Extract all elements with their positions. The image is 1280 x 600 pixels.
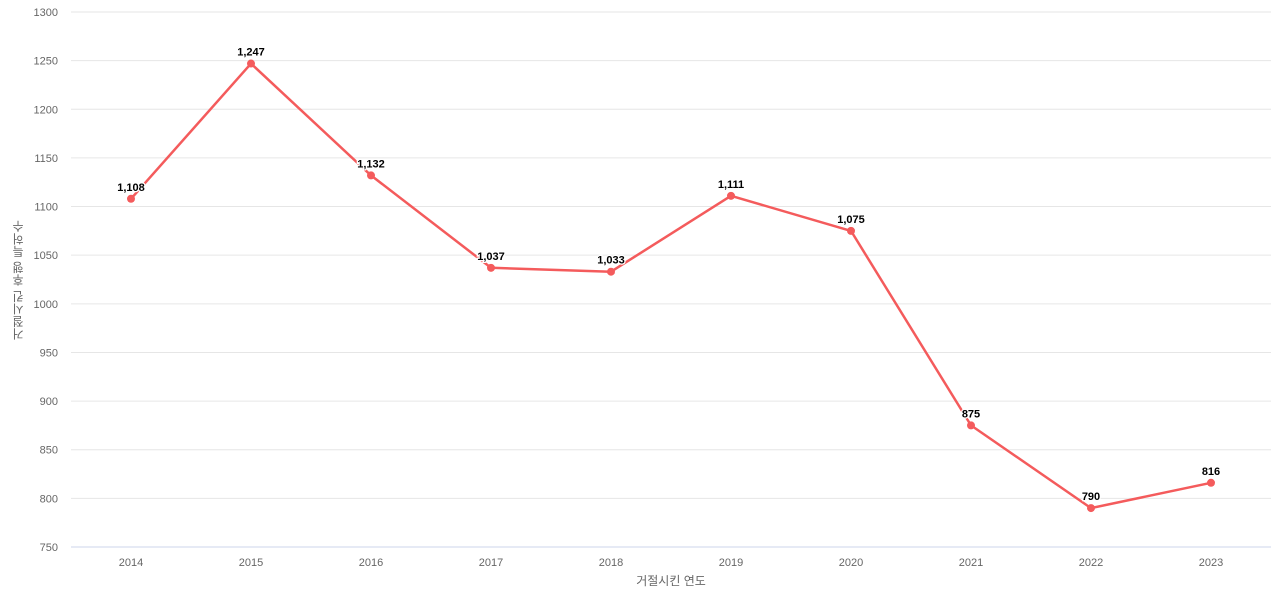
data-point[interactable] (487, 263, 495, 272)
y-tick-label: 1100 (34, 202, 58, 214)
x-tick-label: 2021 (959, 557, 983, 569)
data-label: 1,108 (117, 182, 145, 194)
y-tick-label: 850 (40, 445, 58, 457)
series-line (129, 62, 1213, 510)
x-tick-label: 2014 (119, 557, 143, 569)
y-tick-label: 900 (40, 396, 58, 408)
data-label: 1,033 (597, 255, 625, 267)
data-point[interactable] (247, 59, 255, 68)
data-point[interactable] (607, 267, 615, 276)
data-label: 1,075 (837, 214, 865, 226)
y-tick-label: 1250 (34, 56, 58, 68)
data-point[interactable] (967, 421, 975, 430)
x-axis-title: 거절시킨 연도 (636, 574, 706, 588)
data-label: 1,247 (237, 47, 265, 59)
data-point[interactable] (727, 191, 735, 200)
data-label: 875 (962, 408, 980, 420)
data-label: 1,132 (357, 158, 385, 170)
data-point[interactable] (847, 226, 855, 235)
data-point[interactable] (1087, 504, 1095, 513)
x-tick-label: 2022 (1079, 557, 1103, 569)
x-tick-label: 2016 (359, 557, 383, 569)
x-tick-label: 2018 (599, 557, 623, 569)
data-label: 816 (1202, 466, 1220, 478)
data-point[interactable] (127, 194, 135, 203)
y-tick-label: 1150 (34, 153, 58, 165)
data-label: 1,037 (477, 251, 505, 263)
x-tick-label: 2023 (1199, 557, 1223, 569)
data-point[interactable] (367, 171, 375, 180)
y-tick-label: 1050 (34, 250, 58, 262)
y-tick-label: 750 (40, 542, 58, 554)
x-tick-label: 2017 (479, 557, 503, 569)
data-point[interactable] (1207, 478, 1215, 487)
y-tick-label: 800 (40, 493, 58, 505)
data-label: 1,111 (718, 179, 744, 191)
y-tick-label: 1200 (34, 104, 58, 116)
x-tick-label: 2020 (839, 557, 863, 569)
y-tick-label: 1000 (34, 299, 58, 311)
y-tick-label: 950 (40, 347, 58, 359)
y-tick-label: 1300 (34, 7, 58, 19)
x-tick-label: 2015 (239, 557, 263, 569)
x-tick-label: 2019 (719, 557, 743, 569)
data-label: 790 (1082, 491, 1100, 503)
